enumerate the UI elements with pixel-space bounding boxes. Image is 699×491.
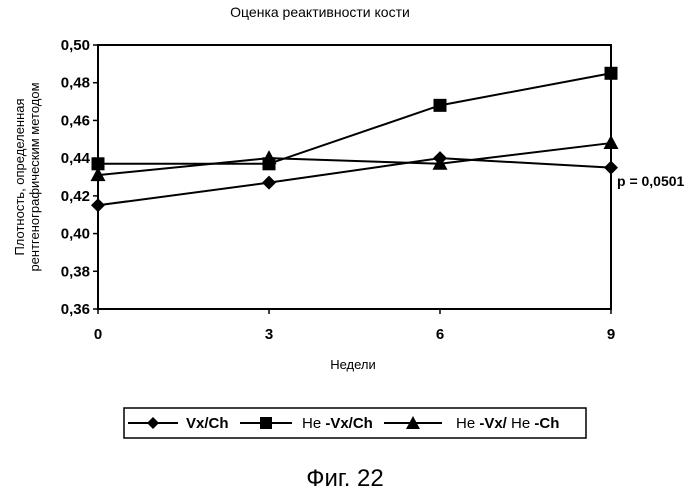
y-tick-label: 0,50 — [61, 37, 90, 54]
x-axis-label: Недели — [330, 357, 376, 372]
legend-label-vx-ch: Vx/Ch — [186, 415, 229, 432]
legend-vx-ch-bold: Vx/Ch — [186, 415, 229, 432]
y-axis-label-line-2: рентгенографическим методом — [27, 82, 42, 271]
y-axis-ticks: 0,36 0,38 0,40 0,42 0,44 0,46 0,48 0,50 — [61, 37, 98, 318]
x-tick-label: 0 — [94, 326, 102, 343]
y-tick-label: 0,48 — [61, 75, 90, 92]
x-tick-label: 3 — [265, 326, 273, 343]
legend-diamond-marker — [147, 417, 159, 429]
chart-title: Оценка реактивности кости — [230, 4, 410, 20]
legend-square-marker — [260, 417, 272, 429]
series-layer — [91, 67, 619, 213]
legend-label-ne-vx-ne-ch: Не -Vx/ Не -Ch — [456, 415, 559, 432]
legend-ne-vx-ne-ch-prefix: Не — [456, 415, 479, 432]
legend-ne-vx-ne-ch-bold: -Vx/ — [479, 415, 507, 432]
series-square — [92, 67, 618, 171]
legend: Vx/Ch Не -Vx/Ch Не -Vx/ Не -Ch — [124, 408, 586, 438]
series-triangle — [91, 135, 619, 181]
legend-ne-vx-ne-ch-bold2: -Ch — [534, 415, 559, 432]
x-tick-label: 6 — [436, 326, 444, 343]
p-value-annotation: p = 0,0501 — [617, 173, 685, 189]
x-axis-ticks: 0 3 6 9 — [94, 309, 615, 343]
y-tick-label: 0,38 — [61, 263, 90, 280]
series-line-diamond — [98, 158, 611, 205]
data-point-triangle — [262, 150, 277, 164]
plot-area — [98, 45, 611, 309]
data-point-diamond — [604, 161, 618, 175]
legend-ne-vx-ne-ch-mid: Не — [507, 415, 535, 432]
y-axis-label: Плотность, определенная рентгенографичес… — [12, 82, 42, 271]
y-tick-label: 0,46 — [61, 112, 90, 129]
figure-caption: Фиг. 22 — [306, 465, 384, 491]
y-tick-label: 0,44 — [61, 150, 91, 167]
y-tick-label: 0,40 — [61, 226, 90, 243]
series-line-square — [98, 73, 611, 164]
data-point-diamond — [91, 198, 105, 212]
legend-ne-vx-ch-bold: -Vx/Ch — [325, 415, 373, 432]
legend-label-ne-vx-ch: Не -Vx/Ch — [302, 415, 373, 432]
y-axis-label-line-1: Плотность, определенная — [12, 98, 27, 255]
x-tick-label: 9 — [607, 326, 615, 343]
data-point-square — [434, 99, 447, 112]
data-point-square — [605, 67, 618, 80]
data-point-triangle — [604, 135, 619, 149]
y-tick-label: 0,42 — [61, 188, 90, 205]
y-tick-label: 0,36 — [61, 301, 90, 318]
legend-ne-vx-ch-prefix: Не — [302, 415, 325, 432]
data-point-diamond — [262, 176, 276, 190]
